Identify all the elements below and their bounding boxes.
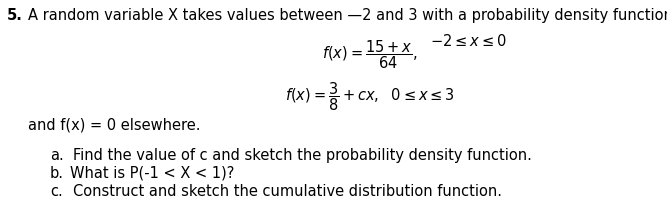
Text: Construct and sketch the cumulative distribution function.: Construct and sketch the cumulative dist… <box>73 184 502 199</box>
Text: $f(x) = \dfrac{3}{8}+cx, \ \ 0 \leq x \leq 3$: $f(x) = \dfrac{3}{8}+cx, \ \ 0 \leq x \l… <box>285 80 455 113</box>
Text: A random variable X takes values between —2 and 3 with a probability density fun: A random variable X takes values between… <box>28 8 667 23</box>
Text: $f(x) = \dfrac{15+x}{64},$: $f(x) = \dfrac{15+x}{64},$ <box>322 38 418 71</box>
Text: $-2 \leq x \leq 0$: $-2 \leq x \leq 0$ <box>430 33 506 49</box>
Text: c.: c. <box>50 184 63 199</box>
Text: and f(x) = 0 elsewhere.: and f(x) = 0 elsewhere. <box>28 118 201 133</box>
Text: 5.: 5. <box>7 8 23 23</box>
Text: Find the value of c and sketch the probability density function.: Find the value of c and sketch the proba… <box>73 148 532 163</box>
Text: What is P(-1 < X < 1)?: What is P(-1 < X < 1)? <box>70 166 234 181</box>
Text: b.: b. <box>50 166 64 181</box>
Text: a.: a. <box>50 148 64 163</box>
